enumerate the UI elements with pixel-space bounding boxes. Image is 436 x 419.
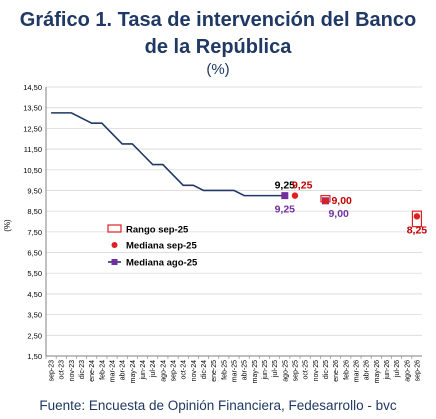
y-tick-label: 14,50 xyxy=(23,83,42,92)
y-tick-labels: 1,50 2,50 3,50 4,50 5,50 6,50 7,50 8,50 9,50 10,5… xyxy=(23,83,42,361)
data-label: 8,25 xyxy=(407,224,428,236)
legend: Rango sep-25 Mediana sep-25 Mediana ago-25 xyxy=(107,224,198,269)
rango-sep-box xyxy=(411,210,423,228)
y-tick-label: 13,50 xyxy=(23,104,42,113)
x-tick-label: ene-26 xyxy=(333,360,340,382)
x-tick-label: may-25 xyxy=(252,360,259,383)
legend-label: Mediana ago-25 xyxy=(126,258,198,269)
data-label: 9,00 xyxy=(331,195,352,207)
y-tick-label: 12,50 xyxy=(23,124,42,133)
y-tick-label: 6,50 xyxy=(27,249,42,258)
data-label: 9,25 xyxy=(275,204,296,216)
chart-title-line2: de la República xyxy=(144,36,292,58)
x-tick-label: abr-25 xyxy=(242,360,249,380)
x-tick-label: nov-24 xyxy=(191,360,198,382)
y-tick-label: 9,50 xyxy=(27,186,42,195)
y-axis-label: (%) xyxy=(3,219,12,232)
x-tick-label: nov-23 xyxy=(69,360,76,382)
legend-swatch-rango xyxy=(107,224,122,233)
x-tick-label: dic-23 xyxy=(79,360,86,379)
mediana-sep-dot xyxy=(413,213,421,220)
y-tick-label: 4,50 xyxy=(27,290,42,299)
chart-subtitle: (%) xyxy=(206,61,230,78)
x-tick-label: mar-24 xyxy=(110,360,117,382)
x-tick-label: abr-26 xyxy=(364,360,371,380)
x-tick-label: jul-25 xyxy=(272,360,279,378)
x-tick-label: abr-24 xyxy=(120,360,127,380)
chart-title-line1: Gráfico 1. Tasa de intervención del Banc… xyxy=(19,9,417,31)
x-tick-label: jul-24 xyxy=(150,360,157,378)
x-tick-label: may-24 xyxy=(130,360,137,383)
legend-label: Mediana sep-25 xyxy=(126,241,197,252)
x-tick-label: dic-24 xyxy=(201,360,208,379)
y-tick-label: 8,50 xyxy=(27,207,42,216)
x-tick-label: oct-23 xyxy=(59,360,66,380)
x-tick-label: sep-23 xyxy=(49,360,56,382)
x-tick-label: feb-26 xyxy=(343,360,350,380)
x-tick-label: dic-25 xyxy=(323,360,330,379)
legend-label: Rango sep-25 xyxy=(126,225,189,236)
grid-lines xyxy=(46,86,422,357)
y-tick-label: 10,50 xyxy=(23,166,42,175)
x-tick-label: sep-25 xyxy=(292,360,299,382)
y-tick-label: 11,50 xyxy=(24,145,42,154)
history-line xyxy=(51,112,285,197)
legend-swatch-mediana-ago xyxy=(111,259,118,265)
x-tick-label: ago-24 xyxy=(160,360,167,382)
x-tick-label: oct-25 xyxy=(303,360,310,380)
x-tick-label: ene-25 xyxy=(211,360,218,382)
x-tick-label: nov-25 xyxy=(313,360,320,382)
y-tick-label: 5,50 xyxy=(27,269,42,278)
x-tick-label: sep-24 xyxy=(171,360,178,382)
y-tick-label: 7,50 xyxy=(27,228,42,237)
x-tick-labels: sep-23 oct-23 nov-23 dic-23 ene-24 feb-24 mar-… xyxy=(49,360,422,383)
x-tick-label: feb-25 xyxy=(221,360,228,380)
x-tick-label: ago-26 xyxy=(404,360,411,382)
x-tick-label: may-26 xyxy=(374,360,381,383)
x-tick-label: mar-26 xyxy=(353,360,360,382)
x-tick-label: jul-26 xyxy=(394,360,401,378)
data-label: 9,25 xyxy=(292,180,313,192)
data-label: 9,25 xyxy=(275,180,296,192)
axes xyxy=(45,87,422,359)
x-tick-label: mar-25 xyxy=(232,360,239,382)
data-labels: 9,259,259,259,009,008,25 xyxy=(275,180,428,237)
x-tick-label: jun-26 xyxy=(384,360,391,381)
x-tick-label: jun-25 xyxy=(262,360,269,381)
mediana-sep-dot xyxy=(322,197,329,205)
y-tick-label: 3,50 xyxy=(27,311,42,320)
mediana-sep-dot xyxy=(291,192,299,199)
x-tick-label: feb-24 xyxy=(99,360,106,380)
data-label: 9,00 xyxy=(328,208,349,220)
x-tick-label: ago-25 xyxy=(282,360,289,382)
series-marks xyxy=(51,112,423,228)
mediana-ago-marker xyxy=(281,192,289,200)
legend-swatch-mediana-sep xyxy=(111,242,118,248)
x-tick-label: oct-24 xyxy=(181,360,188,380)
x-tick-label: sep-26 xyxy=(414,360,421,382)
x-tick-label: ene-24 xyxy=(89,360,96,382)
y-tick-label: 2,50 xyxy=(27,331,42,340)
x-tick-label: jun-24 xyxy=(140,360,147,381)
source-note: Fuente: Encuesta de Opinión Financiera, … xyxy=(39,398,397,413)
y-tick-label: 1,50 xyxy=(27,352,42,361)
